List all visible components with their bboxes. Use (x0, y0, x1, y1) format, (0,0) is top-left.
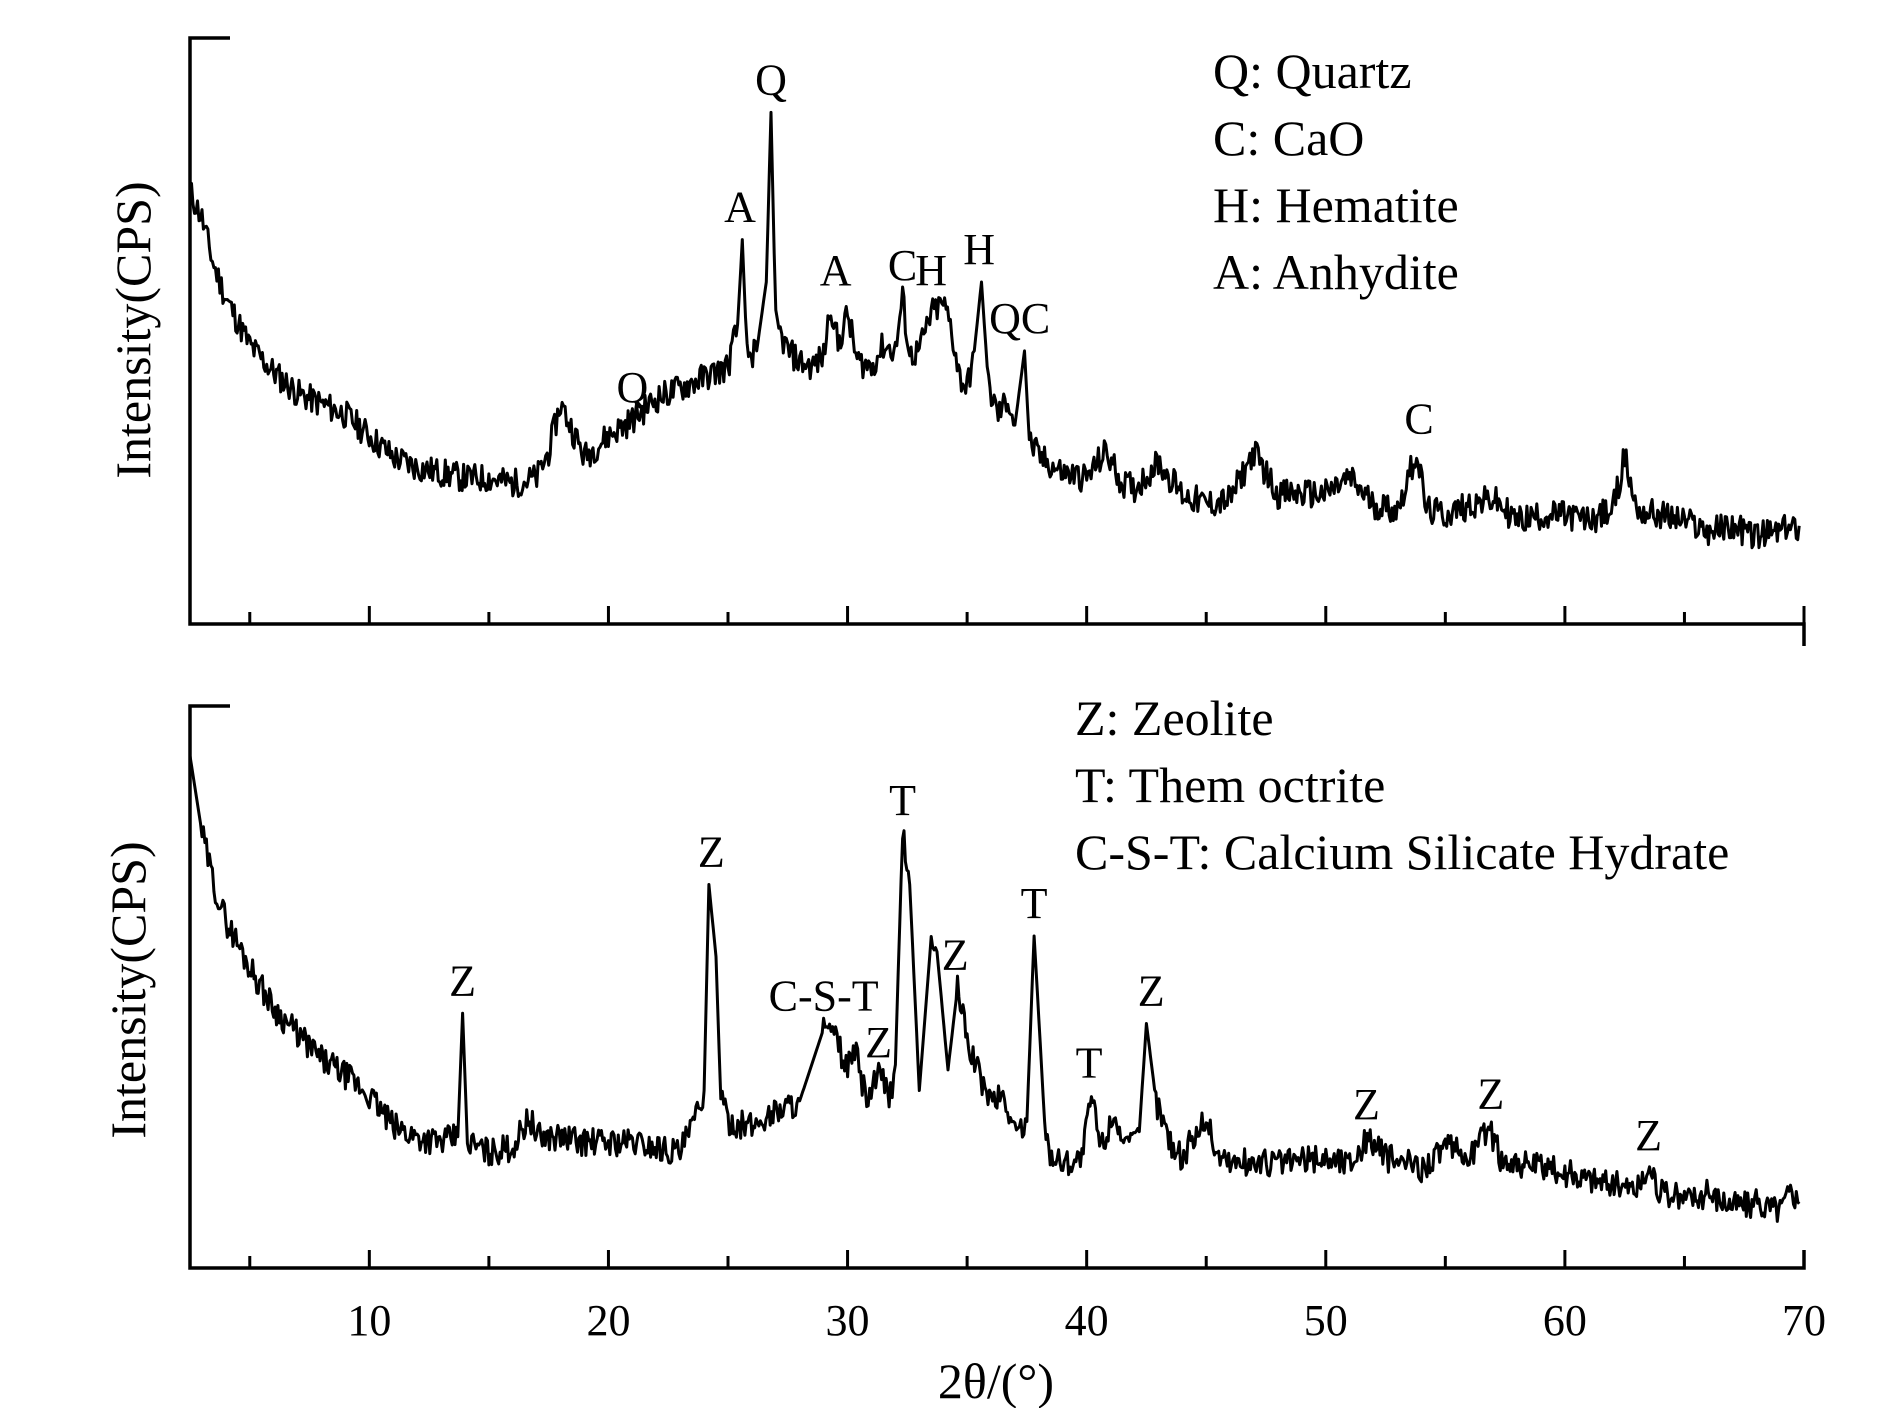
bottom-axes-frame (188, 704, 1806, 1270)
legend-cao: C: CaO (1213, 110, 1364, 166)
peak-label-bottom-5: Z (942, 931, 969, 980)
bottom-x-tick-labels: 10 20 30 40 50 60 70 (347, 1296, 1826, 1345)
top-legend: Q: Quartz C: CaO H: Hematite A: Anhydite (1213, 43, 1459, 300)
peak-label-top-0: Q (755, 55, 787, 104)
peak-label-bottom-7: T (1076, 1039, 1103, 1088)
bottom-x-ticks (248, 1250, 1806, 1268)
legend-hematite: H: Hematite (1213, 177, 1459, 233)
peak-label-top-2: Q (617, 363, 649, 412)
peak-label-top-3: A (820, 246, 852, 295)
bottom-diffraction-trace (188, 755, 1801, 1223)
peak-label-top-5: H (915, 246, 947, 295)
peak-label-bottom-8: Z (1138, 967, 1165, 1016)
legend-anhydite: A: Anhydite (1213, 244, 1459, 300)
x-tick-label-20: 20 (586, 1296, 630, 1345)
top-diffraction-trace (188, 110, 1801, 550)
x-tick-label-60: 60 (1543, 1296, 1587, 1345)
x-tick-label-40: 40 (1065, 1296, 1109, 1345)
peak-label-bottom-11: Z (1635, 1111, 1662, 1160)
legend-zeolite: Z: Zeolite (1075, 690, 1274, 746)
peak-label-bottom-10: Z (1477, 1070, 1504, 1119)
x-axis-label: 2θ/(°) (938, 1353, 1054, 1408)
legend-csh: C-S-T: Calcium Silicate Hydrate (1075, 824, 1729, 880)
top-axes-frame (188, 36, 1806, 646)
peak-label-top-7: QC (989, 294, 1050, 343)
x-tick-label-70: 70 (1782, 1296, 1826, 1345)
peak-label-top-8: C (1404, 395, 1433, 444)
x-tick-label-10: 10 (347, 1296, 391, 1345)
top-y-axis-label: Intensity(CPS) (105, 181, 161, 478)
legend-themoctrite: T: Them octrite (1075, 757, 1385, 813)
peak-label-bottom-6: T (1021, 879, 1048, 928)
peak-label-bottom-3: T (889, 776, 916, 825)
peak-label-top-4: C (888, 241, 917, 290)
peak-label-bottom-0: Z (449, 956, 476, 1005)
peak-label-bottom-1: Z (698, 828, 725, 877)
bottom-y-axis-label: Intensity(CPS) (100, 841, 156, 1138)
peak-label-top-1: A (724, 183, 756, 232)
bottom-legend: Z: Zeolite T: Them octrite C-S-T: Calciu… (1075, 690, 1729, 880)
x-tick-label-30: 30 (826, 1296, 870, 1345)
peak-label-bottom-4: Z (865, 1018, 892, 1067)
x-tick-label-50: 50 (1304, 1296, 1348, 1345)
peak-label-bottom-9: Z (1353, 1080, 1380, 1129)
legend-quartz: Q: Quartz (1213, 43, 1412, 99)
peak-label-bottom-2: C-S-T (769, 972, 879, 1021)
top-x-ticks (248, 606, 1806, 624)
peak-label-top-6: H (963, 225, 995, 274)
